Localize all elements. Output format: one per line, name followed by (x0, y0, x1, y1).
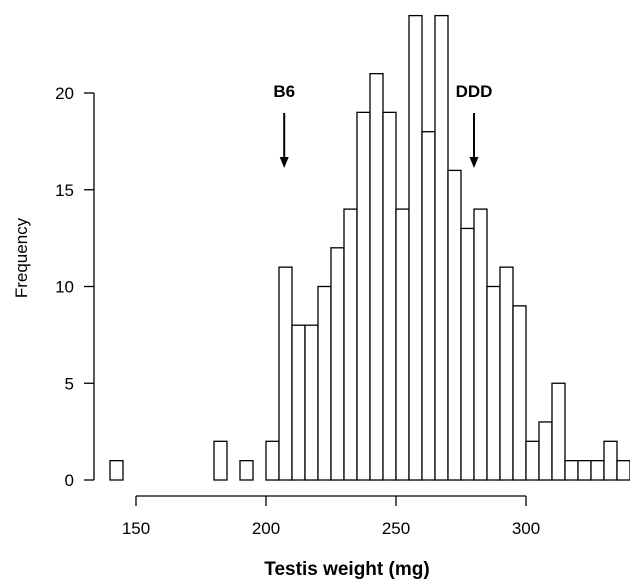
histogram-bar (408, 14, 423, 481)
x-axis-label: Testis weight (mg) (264, 559, 429, 580)
histogram-bar (421, 131, 436, 481)
histogram-bar (239, 459, 254, 481)
histogram-bar (369, 73, 384, 481)
histogram-bar (460, 227, 475, 481)
x-tick-label: 200 (252, 519, 280, 538)
histogram-bar (577, 459, 592, 481)
annotations: B6 DDD (273, 82, 492, 168)
histogram-bar (512, 305, 527, 481)
histogram-bar (525, 440, 540, 481)
y-tick-label: 20 (55, 84, 74, 103)
y-axis-label: Frequency (12, 217, 31, 298)
histogram-bar (538, 421, 553, 481)
y-tick-label: 10 (55, 278, 74, 297)
annotation-label: B6 (273, 82, 295, 101)
histogram-bar (486, 285, 501, 481)
histogram-bar (317, 285, 332, 481)
histogram-bar (616, 459, 630, 481)
histogram-bar (265, 440, 280, 481)
x-axis: 150 200 250 300 (122, 495, 540, 538)
x-tick-label: 300 (512, 519, 540, 538)
histogram-bar (499, 266, 514, 481)
histogram-bar (278, 266, 293, 481)
histogram-bar (304, 324, 319, 481)
histogram-bar (291, 324, 306, 481)
y-tick-label: 0 (65, 471, 74, 490)
histogram-bar (382, 111, 397, 481)
histogram-bar (356, 111, 371, 481)
x-tick-label: 150 (122, 519, 150, 538)
annotation-label: DDD (456, 82, 493, 101)
down-arrow-icon (469, 157, 479, 168)
y-axis: 0 5 10 15 20 (55, 84, 95, 490)
x-tick-label: 250 (382, 519, 410, 538)
histogram-bar (590, 459, 605, 481)
histogram-bar (447, 169, 462, 481)
histogram-bar (343, 208, 358, 481)
histogram-bar (564, 459, 579, 481)
histogram-bar (603, 440, 618, 481)
histogram-bar (395, 208, 410, 481)
down-arrow-icon (279, 157, 289, 168)
histogram-bar (551, 382, 566, 481)
histogram-bar (109, 459, 124, 481)
y-tick-label: 15 (55, 181, 74, 200)
histogram-bar (473, 208, 488, 481)
y-tick-label: 5 (65, 374, 74, 393)
histogram-bar (213, 440, 228, 481)
histogram-bar (330, 247, 345, 481)
histogram-bars (109, 14, 630, 481)
histogram-bar (434, 14, 449, 481)
